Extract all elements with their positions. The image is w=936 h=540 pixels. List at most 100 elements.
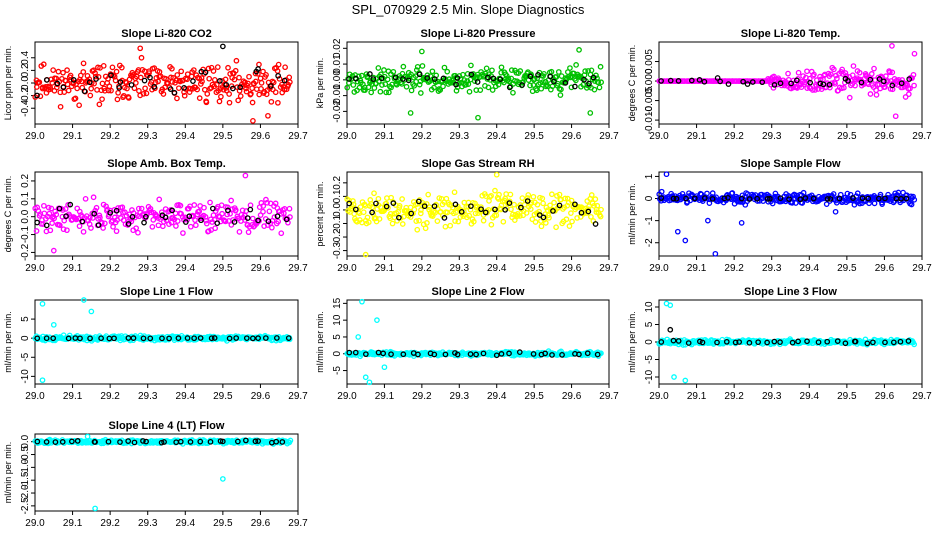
data-point	[275, 99, 281, 106]
data-point	[451, 189, 458, 196]
data-point	[477, 87, 484, 93]
data-point	[246, 73, 252, 80]
data-point	[483, 65, 490, 72]
data-point	[704, 190, 710, 197]
x-tick-label: 29.0	[25, 391, 45, 402]
data-point	[370, 76, 377, 82]
y-tick-label: -1	[644, 216, 655, 225]
data-point	[364, 214, 371, 221]
data-point	[432, 209, 438, 216]
data-point	[214, 220, 221, 227]
data-point	[360, 209, 367, 216]
y-tick-label: 0.0	[20, 434, 31, 448]
data-point	[725, 81, 732, 87]
data-point	[566, 223, 573, 230]
data-point	[399, 196, 405, 202]
data-point	[911, 196, 918, 203]
data-point	[178, 68, 185, 75]
data-point	[546, 214, 552, 221]
data-point	[113, 207, 120, 214]
x-tick-label: 29.6	[562, 391, 582, 402]
data-point	[244, 215, 251, 221]
data-point	[368, 89, 375, 96]
data-point	[421, 203, 428, 210]
y-axis-label: ml/min per min.	[627, 183, 637, 245]
data-point	[898, 80, 905, 87]
data-point	[213, 81, 220, 88]
data-point	[248, 90, 254, 97]
data-point	[408, 210, 415, 217]
data-point	[414, 226, 421, 233]
data-point	[367, 71, 373, 77]
data-point	[149, 223, 156, 230]
chart-title: Slope Li-820 CO2	[121, 28, 211, 40]
x-tick-label: 29.0	[25, 518, 45, 529]
y-tick-label: 0.01	[332, 54, 343, 74]
data-point	[798, 84, 805, 91]
data-point	[553, 224, 559, 231]
data-point	[492, 206, 498, 213]
data-point	[871, 65, 877, 72]
data-point	[45, 204, 52, 211]
data-point	[65, 202, 71, 208]
y-axis-label: ml/min per min.	[3, 311, 13, 373]
x-tick-label: 29.1	[375, 263, 395, 274]
x-tick-label: 29.3	[450, 391, 470, 402]
data-point	[286, 74, 293, 81]
x-tick-label: 29.2	[100, 131, 120, 142]
data-point	[467, 206, 474, 213]
data-point	[540, 79, 546, 85]
data-point	[573, 62, 579, 68]
data-point	[80, 228, 87, 235]
data-point	[265, 218, 272, 225]
x-tick-label: 29.3	[138, 518, 158, 529]
data-point	[76, 102, 82, 109]
data-point	[60, 84, 67, 91]
y-tick-label: 0.00	[332, 70, 343, 90]
data-point	[505, 76, 512, 82]
data-point	[198, 217, 204, 224]
data-point	[478, 204, 484, 211]
data-point	[867, 76, 874, 83]
data-point	[551, 78, 557, 85]
data-point	[239, 207, 246, 214]
outlier-point	[911, 50, 918, 57]
outlier-point	[712, 250, 719, 257]
data-point	[399, 81, 405, 87]
data-point	[205, 65, 212, 72]
data-point	[34, 92, 40, 99]
y-tick-label: 0.2	[20, 174, 31, 188]
data-point	[76, 223, 83, 230]
y-tick-label: 5	[20, 316, 31, 322]
outlier-point	[493, 171, 500, 178]
x-tick-label: 29.2	[100, 518, 120, 529]
data-point	[588, 192, 595, 198]
data-point	[67, 201, 74, 208]
data-point	[210, 68, 217, 74]
data-point	[222, 76, 229, 83]
data-point	[482, 209, 489, 216]
data-point	[169, 65, 175, 72]
data-point	[547, 202, 553, 209]
data-point	[151, 65, 158, 71]
data-point	[832, 80, 838, 87]
data-point	[431, 84, 437, 91]
data-point	[793, 77, 800, 84]
data-point	[524, 198, 531, 204]
data-point	[203, 99, 210, 106]
data-point	[43, 222, 50, 229]
data-point	[160, 223, 166, 230]
data-point	[717, 78, 723, 85]
y-tick-label: 0	[332, 351, 343, 357]
data-point	[777, 80, 784, 87]
y-tick-label: 0.4	[20, 50, 31, 64]
data-point	[536, 208, 542, 215]
data-point	[701, 195, 708, 201]
chart-panel: Slope Li-820 Pressure 29.0 29.1 29.2 29.3 29.…	[315, 28, 619, 142]
outlier-point	[92, 505, 98, 512]
data-point	[275, 218, 282, 225]
data-point	[100, 62, 107, 69]
x-tick-label: 29.2	[100, 391, 120, 402]
data-point	[87, 92, 94, 99]
